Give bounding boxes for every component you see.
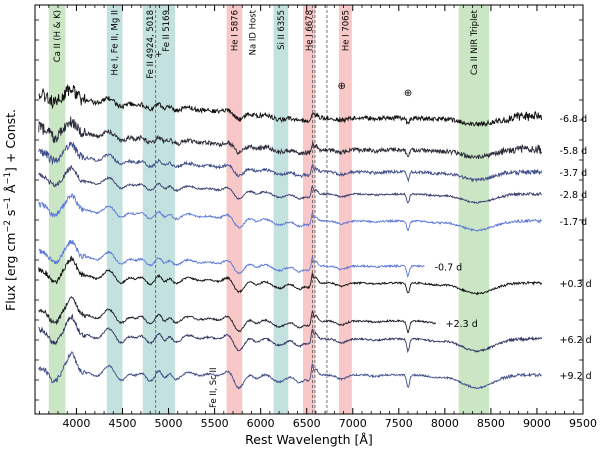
band-he-i-6678 xyxy=(303,5,315,414)
band-label-ca-ii-h-k: Ca II (H & K) xyxy=(53,10,63,62)
epoch-label-2-8-d: -2.8 d xyxy=(560,190,588,201)
x-tick-label-8000: 8000 xyxy=(431,417,459,430)
x-tick-label-9500: 9500 xyxy=(569,417,597,430)
band-ca-ii-h-k xyxy=(48,5,66,414)
band-label-he-i-7065: He I 7065 xyxy=(341,10,351,51)
x-tick-label-5000: 5000 xyxy=(155,417,183,430)
band-label-ca-ii-nir-triplet: Ca II NIR Triplet xyxy=(470,9,480,75)
plot-frame xyxy=(34,4,584,415)
x-tick-label-5500: 5500 xyxy=(201,417,229,430)
x-tick-label-4000: 4000 xyxy=(62,417,90,430)
spectrum-3-7-d xyxy=(38,141,543,183)
band-ca-ii-nir-triplet xyxy=(458,5,490,414)
band-si-ii-6355 xyxy=(273,5,289,414)
band-label-he-i-5876: He I 5876 xyxy=(230,10,240,51)
band-fe-ii-5169 xyxy=(157,5,175,414)
x-tick-label-8500: 8500 xyxy=(477,417,505,430)
epoch-label-5-8-d: -5.8 d xyxy=(560,146,588,157)
band-label-si-ii-6355: Si II 6355 xyxy=(277,10,287,50)
spectrum-2-3-d xyxy=(38,296,436,334)
annotation-fe-ii-sc-ii: Fe II, Sc II xyxy=(209,367,219,408)
band-label-fe-ii-4924-5018: Fe II 4924, 5018 xyxy=(146,10,156,79)
x-tick-label-7000: 7000 xyxy=(339,417,367,430)
x-tick-label-6500: 6500 xyxy=(293,417,321,430)
band-label-plus: + xyxy=(155,50,163,60)
spectrum-2-8-d xyxy=(38,165,542,204)
feature-band-labels: Ca II (H & K) He I, Fe II, Mg II Fe II 492… xyxy=(53,9,480,78)
x-tick-label-4500: 4500 xyxy=(108,417,136,430)
x-tick-label-7500: 7500 xyxy=(385,417,413,430)
epoch-label-6-2-d: +6.2 d xyxy=(560,335,592,346)
band-label-he-i-6678: He I 6678 xyxy=(305,10,315,51)
epoch-label-6-8-d: -6.8 d xyxy=(560,114,588,125)
epoch-label-1-7-d: -1.7 d xyxy=(560,217,588,228)
band-he-i-5876 xyxy=(226,5,243,414)
reference-lines xyxy=(155,5,328,414)
band-he-i-7065 xyxy=(338,5,352,414)
spectrum-9-2-d xyxy=(38,351,542,390)
spectrum-6-8-d xyxy=(38,83,543,127)
annotation-na-id-host: Na ID Host xyxy=(248,9,258,55)
telluric-marker-6880: ⊕ xyxy=(338,81,346,92)
spectra-series xyxy=(38,83,543,390)
spectrum-1-7-d xyxy=(38,193,542,232)
epoch-label-0-7-d: -0.7 d xyxy=(435,263,463,274)
x-tick-label-9000: 9000 xyxy=(523,417,551,430)
telluric-marker-7600: ⊕ xyxy=(404,88,412,99)
epoch-label-0-3-d: +0.3 d xyxy=(560,279,592,290)
spectrum-5-8-d xyxy=(38,116,543,160)
annotations: Na ID Host Fe II, Sc II ⊕ ⊕ xyxy=(209,9,412,408)
epoch-label-2-3-d: +2.3 d xyxy=(446,319,478,330)
band-label-fe-ii-5169: Fe II 5169 xyxy=(162,10,172,52)
x-axis-label: Rest Wavelength [Å] xyxy=(245,432,373,447)
spectrum-6-2-d xyxy=(38,313,543,354)
spectrum-0-7-d xyxy=(38,239,425,278)
epoch-labels: -6.8 d -5.8 d -3.7 d -2.8 d -1.7 d -0.7 d +0.3… xyxy=(435,114,592,382)
y-axis-label: Flux [erg cm−2 s−1 Å−1] + Const. xyxy=(3,109,18,311)
spectrum-0-3-d xyxy=(38,255,543,296)
epoch-label-9-2-d: +9.2 d xyxy=(560,371,592,382)
x-tick-label-6000: 6000 xyxy=(247,417,275,430)
epoch-label-3-7-d: -3.7 d xyxy=(560,168,588,179)
band-label-he-i-fe-ii-mg-ii: He I, Fe II, Mg II xyxy=(111,10,121,75)
x-axis-ticks: 4000 4500 5000 5500 6000 6500 7000 7500 8000 8500… xyxy=(35,5,597,430)
